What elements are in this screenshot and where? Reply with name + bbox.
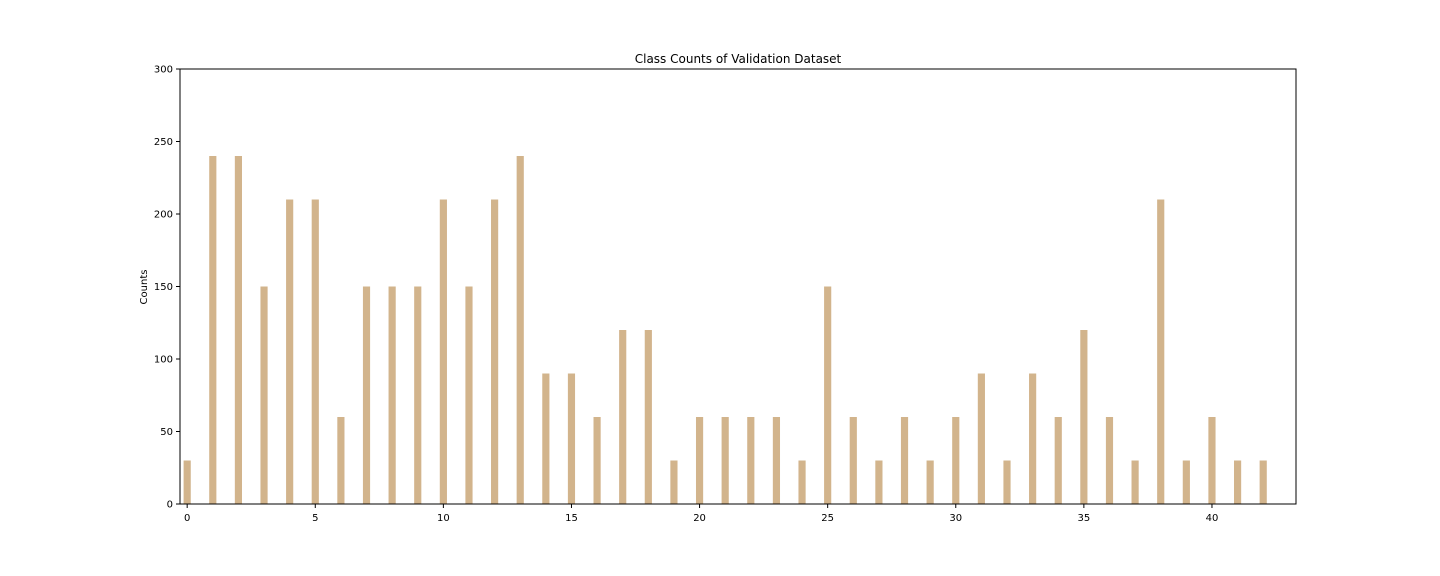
bar-class-11	[465, 286, 473, 504]
x-tick-label: 20	[693, 513, 706, 524]
bar-class-2	[234, 156, 242, 504]
x-tick-label: 40	[1206, 513, 1219, 524]
x-tick-label: 5	[312, 513, 318, 524]
bar-class-22	[747, 417, 755, 504]
bar-class-17	[619, 330, 627, 504]
bar-class-35	[1080, 330, 1088, 504]
bar-class-15	[567, 373, 576, 504]
bar-class-12	[491, 199, 499, 504]
x-tick-label: 35	[1078, 513, 1091, 524]
y-tick-label: 150	[154, 282, 173, 293]
bars-group	[183, 156, 1267, 504]
bar-class-3	[260, 286, 268, 504]
x-tick-label: 15	[565, 513, 578, 524]
bar-class-30	[952, 417, 960, 504]
x-axis: 0 5 10 15 20 25 30 35 40	[184, 504, 1218, 524]
bar-class-26	[849, 417, 857, 504]
bar-class-34	[1054, 417, 1062, 504]
plot-frame	[179, 68, 1297, 505]
bar-class-1	[209, 156, 217, 504]
bar-class-27	[875, 460, 883, 504]
bar-class-25	[824, 286, 832, 504]
bar-class-16	[593, 417, 601, 504]
bar-class-21	[721, 417, 729, 504]
x-tick-label: 0	[184, 513, 190, 524]
bar-class-29	[926, 460, 934, 504]
bar-class-36	[1105, 417, 1114, 504]
y-axis: 0 50 100 150 200 250 300	[154, 65, 180, 511]
y-tick-label: 100	[154, 355, 173, 366]
x-tick-label: 10	[437, 513, 450, 524]
y-tick-label: 50	[160, 427, 173, 438]
bar-class-24	[798, 460, 806, 504]
bar-class-6	[337, 417, 345, 504]
bar-class-18	[644, 330, 652, 504]
x-tick-label: 25	[821, 513, 834, 524]
bar-class-33	[1029, 373, 1037, 504]
chart-title: Class Counts of Validation Dataset	[635, 52, 842, 66]
bar-class-19	[670, 460, 678, 504]
bar-class-4	[286, 199, 294, 504]
bar-class-28	[900, 417, 909, 504]
bar-class-9	[414, 286, 422, 504]
bar-class-37	[1131, 460, 1139, 504]
bar-class-8	[388, 286, 396, 504]
bar-class-10	[439, 199, 447, 504]
y-tick-label: 300	[154, 65, 173, 76]
bar-class-0	[183, 460, 191, 504]
bar-class-39	[1182, 460, 1190, 504]
bar-class-31	[977, 373, 985, 504]
bar-class-32	[1003, 460, 1011, 504]
bar-class-5	[311, 199, 319, 504]
bar-class-20	[695, 417, 704, 504]
y-tick-label: 0	[167, 500, 173, 511]
bar-class-13	[516, 156, 524, 504]
bar-class-40	[1208, 417, 1216, 504]
bar-class-41	[1234, 460, 1242, 504]
bar-class-7	[362, 286, 371, 504]
bar-class-42	[1259, 460, 1267, 504]
y-tick-label: 200	[154, 210, 173, 221]
y-axis-label: Counts	[139, 270, 150, 305]
bar-class-14	[542, 373, 550, 504]
bar-class-23	[772, 417, 781, 504]
x-tick-label: 30	[949, 513, 962, 524]
y-tick-label: 250	[154, 137, 173, 148]
bar-class-38	[1157, 199, 1165, 504]
